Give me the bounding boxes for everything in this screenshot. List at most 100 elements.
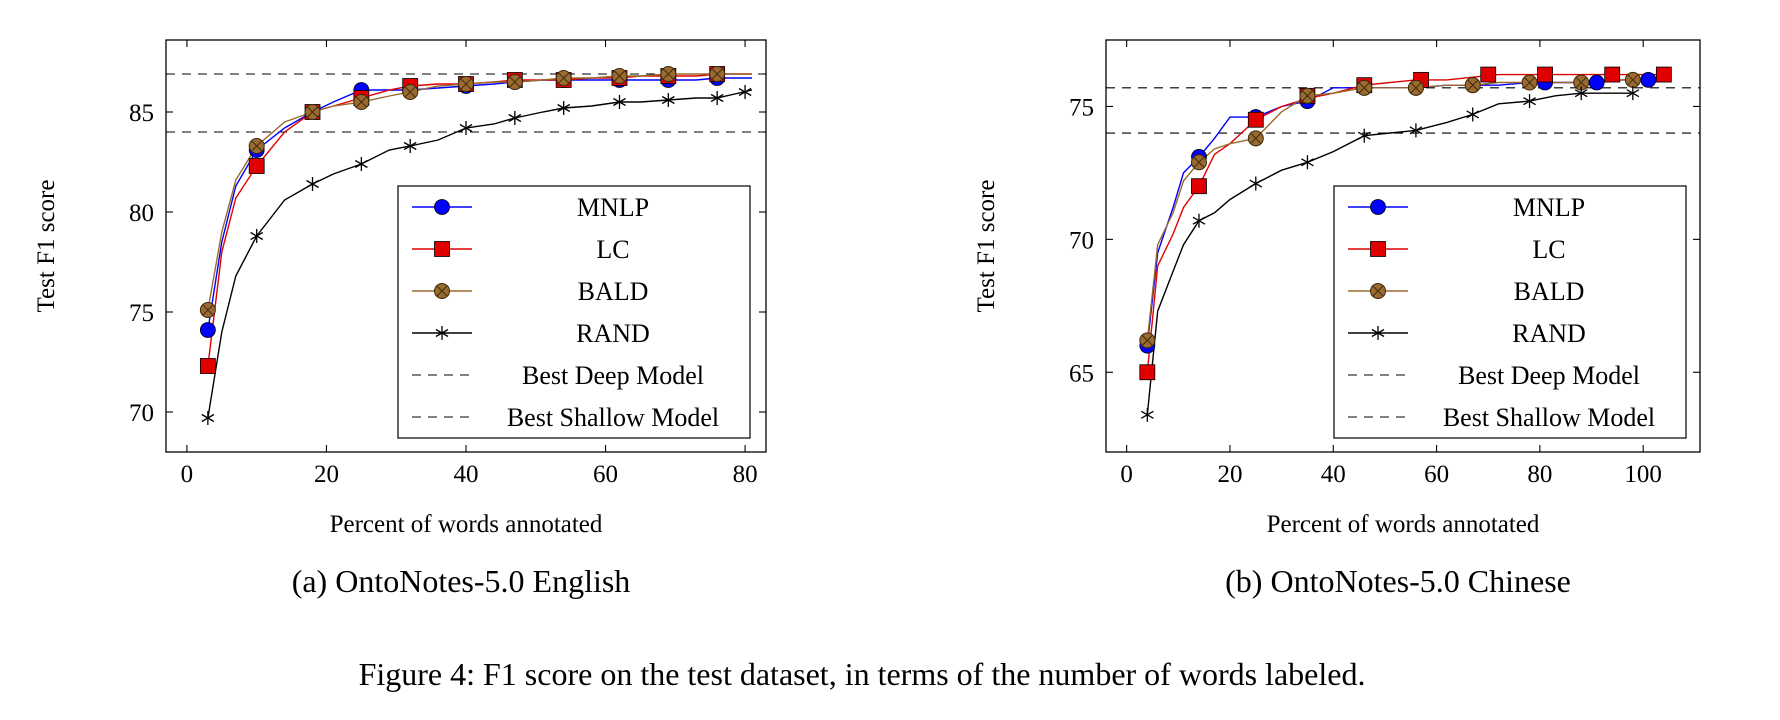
marker-cross (1193, 156, 1205, 168)
marker-cross (1523, 76, 1536, 89)
marker-cross (1467, 79, 1479, 91)
marker-arm (1249, 179, 1263, 188)
data-point-bald (1573, 74, 1590, 91)
data-point-bald (199, 302, 216, 318)
marker-arm (1574, 89, 1588, 98)
data-point-rand (1249, 176, 1263, 191)
x-tick-label: 60 (593, 461, 618, 488)
x-tick-label: 40 (1321, 461, 1346, 488)
data-point-rand (1301, 155, 1314, 170)
legend-marker (1371, 326, 1385, 340)
data-point-rand (306, 177, 319, 191)
legend-marker (1370, 283, 1386, 299)
y-tick-label: 80 (129, 200, 154, 227)
data-point-lc (199, 358, 216, 374)
legend-label: RAND (1512, 319, 1586, 348)
legend-marker (1370, 199, 1386, 215)
legend-marker (434, 199, 450, 215)
x-tick-label: 0 (1120, 461, 1133, 488)
data-point-lc (1191, 178, 1207, 195)
marker-arm (1409, 126, 1423, 135)
data-point-rand (508, 111, 522, 125)
legend-entry: LC (412, 235, 630, 264)
marker-arm (1523, 97, 1536, 106)
data-point-mnlp (1588, 74, 1605, 91)
data-point-bald (709, 66, 726, 82)
data-point-bald (402, 84, 419, 100)
marker-arm (508, 113, 522, 123)
legend-entry: LC (1348, 235, 1566, 264)
legend-entry: BALD (412, 277, 648, 306)
chart-panel-chinese: 0 20 40 60 80 100 65 70 75 Percent of words annot… (973, 39, 1701, 599)
x-tick-label: 100 (1624, 461, 1662, 488)
marker-cross (558, 72, 570, 84)
data-point-rand (354, 157, 368, 171)
marker-arm (201, 413, 215, 423)
marker-arm (250, 231, 264, 241)
marker-arm (1140, 410, 1154, 419)
marker-cross (202, 304, 214, 316)
data-point-rand (710, 91, 724, 105)
marker-arm (1626, 89, 1640, 98)
legend-entry: BALD (1348, 277, 1584, 306)
legend-entry: Best Deep Model (412, 361, 704, 390)
legend-label: Best Deep Model (1458, 361, 1640, 390)
x-tick-label: 60 (1424, 461, 1449, 488)
marker-arm (557, 103, 571, 113)
marker-cross (509, 76, 521, 88)
y-axis-label: Test F1 score (33, 180, 60, 313)
y-tick-label: 70 (1069, 227, 1094, 254)
x-axis-label: Percent of words annotated (1267, 511, 1540, 538)
data-point-bald (555, 70, 572, 86)
marker-cross (436, 285, 448, 297)
marker-cross (1301, 90, 1313, 102)
y-tick-label: 65 (1069, 360, 1094, 387)
legend-entry: MNLP (412, 193, 649, 222)
data-point-rand (661, 93, 675, 107)
marker-cross (711, 68, 723, 80)
legend-entry: Best Shallow Model (1348, 403, 1655, 432)
data-point-rand (1192, 213, 1206, 228)
data-point-bald (1521, 74, 1538, 91)
data-point-bald (660, 66, 677, 82)
marker-cross (1372, 285, 1384, 297)
subfigure-caption: (a) OntoNotes-5.0 English (292, 563, 631, 599)
legend-label: MNLP (577, 193, 649, 222)
marker-arm (354, 159, 368, 169)
legend-marker (434, 241, 450, 257)
marker-cross (251, 140, 263, 152)
data-point-bald (611, 68, 628, 84)
plot-frame (1105, 39, 1701, 453)
marker-arm (710, 93, 724, 103)
legend-marker (435, 326, 449, 340)
legend-entry: MNLP (1348, 193, 1585, 222)
marker-cross (1358, 82, 1370, 94)
data-point-bald (1190, 154, 1207, 171)
marker-arm (1371, 328, 1385, 338)
data-point-lc (1604, 66, 1621, 83)
marker-arm (435, 328, 449, 338)
marker-cross (306, 106, 319, 118)
legend-entry: Best Deep Model (1348, 361, 1640, 390)
data-point-rand (1466, 107, 1480, 122)
marker-cross (662, 68, 674, 80)
legend-label: LC (1532, 235, 1565, 264)
data-point-rand (613, 95, 626, 109)
data-point-bald (1407, 79, 1424, 96)
y-tick-label: 85 (129, 100, 154, 127)
data-point-bald (1356, 79, 1373, 96)
marker-cross (1250, 132, 1262, 144)
chart-panel-english: 0 20 40 60 80 70 75 80 85 Percent of words annota… (33, 39, 767, 599)
x-axis-label: Percent of words annotated (330, 511, 603, 538)
marker-cross (1627, 74, 1639, 86)
data-point-lc (1480, 66, 1497, 83)
data-point-lc (1655, 66, 1672, 83)
y-axis-label: Test F1 score (973, 180, 1000, 313)
data-point-rand (1140, 407, 1154, 422)
data-point-rand (1574, 86, 1588, 101)
data-point-rand (403, 139, 417, 153)
data-point-bald (1624, 71, 1641, 88)
data-point-lc (1537, 66, 1553, 83)
legend-entry: Best Shallow Model (412, 403, 719, 432)
